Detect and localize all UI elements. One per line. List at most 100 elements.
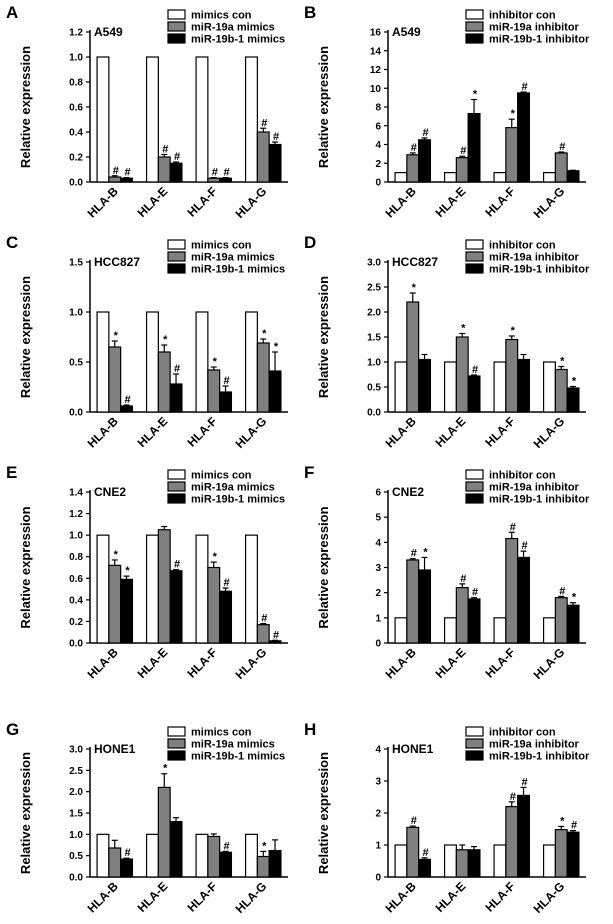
significance-mark: #: [571, 820, 577, 832]
y-axis-label: Relative expression: [18, 276, 33, 398]
y-tick-label: 3: [375, 777, 381, 788]
significance-mark: *: [262, 840, 267, 852]
significance-mark: *: [114, 330, 119, 342]
bar-hla-f-series-1: [493, 844, 507, 878]
legend-swatch: [465, 21, 484, 32]
significance-mark: #: [460, 145, 466, 157]
x-tick-label: HLA-G: [531, 879, 568, 916]
y-tick-label: 0.0: [69, 178, 83, 189]
y-tick-label: 1.5: [367, 333, 381, 344]
x-tick-label: HLA-B: [85, 645, 122, 682]
panel-c: C HCC827 Relative expression 0.0 0.5 1.0 1.5 * #…: [6, 233, 288, 451]
y-tick-label: 14: [370, 46, 382, 57]
significance-mark: *: [572, 592, 577, 604]
bar-hla-b-series-3: [418, 139, 432, 183]
bar-hla-f-series-1: [195, 833, 209, 878]
y-tick-label: 1: [375, 613, 381, 624]
panel-h: H HONE1 Relative expression 0 1 2 3 4 # # HLA-B HLA…: [304, 720, 590, 916]
significance-mark: *: [274, 341, 279, 353]
bar-hla-b-series-1: [394, 361, 408, 413]
bar-hla-f-series-3: [517, 92, 531, 183]
bar-hla-g-series-2: [554, 597, 568, 644]
significance-mark: #: [223, 577, 229, 589]
significance-mark: #: [273, 629, 279, 641]
legend-label: mimics con: [191, 10, 252, 22]
legend-label: miR-19b-1 mimics: [191, 34, 285, 46]
y-tick-label: 0.8: [69, 552, 83, 563]
chart-title: CNE2: [392, 485, 424, 499]
y-tick-label: 0.4: [69, 595, 83, 606]
significance-mark: #: [510, 521, 516, 533]
bar-hla-f-series-2: [207, 177, 221, 183]
y-tick-label: 1.4: [69, 488, 83, 499]
y-tick-label: 1.0: [69, 53, 83, 64]
bar-hla-e-series-3: [467, 112, 481, 183]
legend-label: miR-19a inhibitor: [489, 482, 580, 494]
bar-hla-g-series-1: [244, 833, 258, 878]
significance-mark: #: [510, 791, 516, 803]
x-tick-label: HLA-F: [483, 879, 518, 914]
significance-mark: #: [162, 144, 168, 156]
significance-mark: #: [559, 585, 565, 597]
y-tick-label: 1.5: [69, 809, 83, 820]
bar-hla-e-series-2: [455, 849, 469, 878]
y-tick-label: 2: [375, 809, 381, 820]
x-tick-label: HLA-G: [233, 184, 270, 221]
y-tick-label: 4: [375, 538, 381, 549]
significance-mark: #: [422, 847, 428, 859]
x-tick-label: HLA-G: [233, 879, 270, 916]
bar-hla-b-series-2: [108, 564, 122, 644]
bar-hla-g-series-3: [566, 387, 580, 413]
bar-hla-f-series-2: [505, 338, 519, 413]
bar-hla-b-series-1: [96, 311, 110, 413]
significance-mark: *: [163, 763, 168, 775]
bar-hla-g-series-3: [566, 170, 580, 183]
panel-letter: H: [304, 720, 316, 739]
legend-label: inhibitor con: [489, 727, 556, 739]
bar-hla-b-series-2: [108, 176, 122, 183]
panel-b: B A549 Relative expression 0 2 4 6 8 10 12 14 16 # # H…: [304, 3, 590, 221]
bar-hla-g-series-1: [542, 617, 556, 644]
x-tick-label: HLA-F: [483, 184, 518, 219]
significance-mark: #: [273, 131, 279, 143]
chart-title: CNE2: [94, 485, 126, 499]
legend-swatch: [167, 33, 186, 44]
legend-label: miR-19a inhibitor: [489, 252, 580, 264]
panel-f: F CNE2 Relative expression 0 1 2 3 4 5 6 # * HLA-B # #…: [304, 463, 590, 682]
y-tick-label: 5: [375, 513, 381, 524]
y-tick-label: 0.5: [69, 358, 83, 369]
x-tick-label: HLA-E: [135, 184, 171, 220]
bar-hla-e-series-3: [467, 598, 481, 644]
x-tick-label: HLA-G: [531, 184, 568, 221]
bar-hla-b-series-2: [406, 154, 420, 183]
significance-mark: #: [559, 141, 565, 153]
bar-hla-f-series-3: [219, 851, 233, 878]
legend-swatch: [465, 469, 484, 480]
x-tick-label: HLA-E: [433, 879, 469, 915]
significance-mark: #: [460, 573, 466, 585]
significance-mark: #: [521, 776, 527, 788]
legend-label: miR-19a mimics: [191, 252, 275, 264]
legend-swatch: [465, 493, 484, 504]
x-tick-label: HLA-B: [383, 414, 420, 451]
significance-mark: #: [174, 151, 180, 163]
panel-a: A A549 Relative expression 0.0 0.2 0.4 0.6 0.8 1…: [6, 3, 288, 221]
bar-hla-e-series-3: [169, 570, 183, 644]
x-tick-label: HLA-G: [531, 645, 568, 682]
bar-hla-e-series-1: [443, 617, 457, 644]
significance-mark: #: [124, 394, 130, 406]
bar-hla-b-series-2: [108, 346, 122, 413]
y-tick-label: 0: [375, 639, 381, 650]
x-tick-label: HLA-G: [233, 645, 270, 682]
significance-mark: *: [473, 89, 478, 101]
panel-letter: E: [6, 463, 17, 482]
bar-hla-b-series-2: [406, 826, 420, 878]
significance-mark: *: [213, 356, 218, 368]
y-tick-label: 0.4: [69, 128, 83, 139]
bar-hla-e-series-1: [145, 833, 159, 878]
y-axis-label: Relative expression: [316, 752, 331, 874]
y-tick-label: 0.2: [69, 617, 83, 628]
bar-hla-b-series-3: [120, 858, 134, 878]
significance-mark: #: [174, 363, 180, 375]
bar-hla-g-series-2: [256, 624, 270, 644]
